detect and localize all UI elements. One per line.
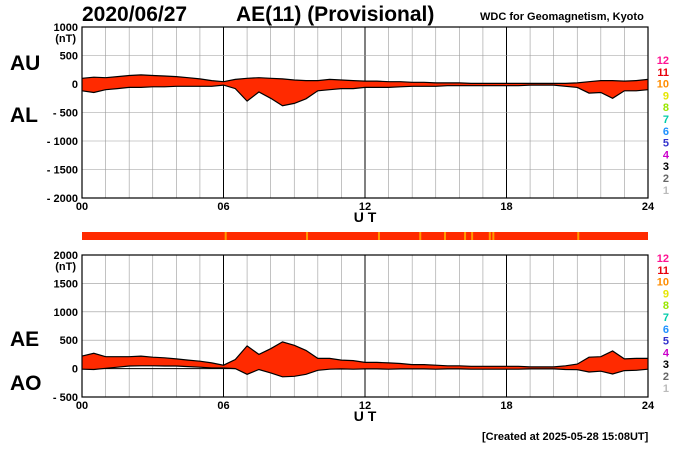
ae-ao-y-tick-label: 500 (60, 335, 78, 347)
ae-ao-y-tick-label: 1500 (54, 278, 78, 290)
station-status-marker (419, 232, 422, 240)
au-al-y-tick-label: 0 (72, 79, 78, 91)
au-al-x-axis-label: U T (354, 209, 377, 225)
ae-ao-legend-number: 1 (663, 383, 669, 395)
au-al-y-tick-label: 500 (60, 51, 78, 63)
au-al-x-tick-label: 06 (217, 201, 229, 213)
ae-ao-plot-frame (81, 254, 649, 398)
ae-ao-filled-area (82, 341, 648, 377)
au-al-legend-number: 12 (657, 55, 669, 67)
au-al-y-tick-label: - 1000 (47, 136, 78, 148)
station-status-marker (224, 232, 227, 240)
au-al-x-tick-label: 18 (500, 201, 512, 213)
ae-ao-legend-number: 9 (663, 288, 669, 300)
ae-ao-legend-number: 8 (663, 300, 669, 312)
au-al-legend-number: 7 (663, 114, 669, 126)
station-status-marker (488, 232, 491, 240)
au-al-legend-number: 6 (663, 126, 669, 138)
ae-ao-legend-number: 5 (663, 336, 669, 348)
au-al-filled-area (82, 74, 648, 106)
ae-ao-series-ao-line (81, 365, 649, 378)
ae-ao-legend-number: 7 (663, 312, 669, 324)
ae-ao-x-tick-label: 24 (642, 400, 655, 412)
ae-ao-x-tick-label: 18 (500, 400, 512, 412)
ae-ao-legend-number: 12 (657, 253, 669, 265)
au-al-series-au-line (81, 74, 649, 85)
au-al-legend-number: 1 (663, 185, 669, 197)
ae-ao-legend-number: 6 (663, 324, 669, 336)
au-al-legend-number: 5 (663, 138, 669, 150)
ao-label: AO (10, 372, 42, 395)
au-al-x-tick-label: 00 (76, 201, 88, 213)
ae-ao-x-axis-label: U T (354, 408, 377, 424)
au-al-y-tick-label: - 1500 (47, 165, 78, 177)
chart-date: 2020/06/27 (82, 3, 188, 26)
station-status-marker (492, 232, 495, 240)
au-al-legend-number: 4 (663, 149, 670, 161)
ae-ao-y-tick-label: 1000 (54, 307, 78, 319)
al-label: AL (10, 104, 38, 127)
au-al-legend-number: 8 (663, 102, 669, 114)
chart-title: AE(11) (Provisional) (236, 3, 435, 26)
station-status-marker (444, 232, 447, 240)
ae-ao-x-tick-label: 06 (217, 400, 229, 412)
au-al-legend-number: 9 (663, 90, 669, 102)
station-status-marker (471, 232, 474, 240)
ae-ao-series-ae-line (81, 341, 648, 368)
created-timestamp: [Created at 2025-05-28 15:08UT] (482, 431, 649, 443)
au-label: AU (10, 52, 41, 75)
ae-ao-legend-number: 2 (663, 371, 669, 383)
ae-ao-legend-number: 11 (657, 265, 669, 277)
ae-ao-legend-number: 10 (657, 277, 669, 289)
au-al-x-tick-label: 12 (359, 201, 371, 213)
au-al-y-tick-label: - 2000 (47, 193, 78, 205)
ae-ao-unit-label: (nT) (55, 261, 76, 273)
station-status-bar (82, 232, 648, 240)
au-al-legend-number: 11 (657, 67, 669, 79)
au-al-legend-number: 2 (663, 173, 669, 185)
station-status-marker (577, 232, 580, 240)
au-al-x-tick-label: 24 (642, 201, 655, 213)
ae-ao-legend-number: 3 (663, 359, 669, 371)
ae-ao-x-tick-label: 00 (76, 400, 88, 412)
au-al-legend-number: 3 (663, 161, 669, 173)
au-al-plot-frame (81, 26, 649, 199)
station-status-marker (306, 232, 309, 240)
au-al-legend-number: 10 (657, 79, 669, 91)
ae-label: AE (10, 328, 40, 351)
au-al-y-tick-label: - 500 (53, 108, 78, 120)
au-al-unit-label: (nT) (55, 33, 76, 45)
ae-ao-y-tick-label: - 500 (53, 392, 78, 404)
station-status-marker (377, 232, 380, 240)
ae-ao-y-tick-label: 0 (72, 364, 78, 376)
organization-label: WDC for Geomagnetism, Kyoto (480, 11, 644, 23)
ae-ao-y-tick-label: 2000 (54, 250, 78, 262)
ae-ao-legend-number: 4 (663, 347, 670, 359)
ae-ao-x-tick-label: 12 (359, 400, 371, 412)
au-al-series-al-line (81, 84, 649, 107)
station-status-marker (464, 232, 467, 240)
au-al-y-tick-label: 1000 (54, 22, 78, 34)
